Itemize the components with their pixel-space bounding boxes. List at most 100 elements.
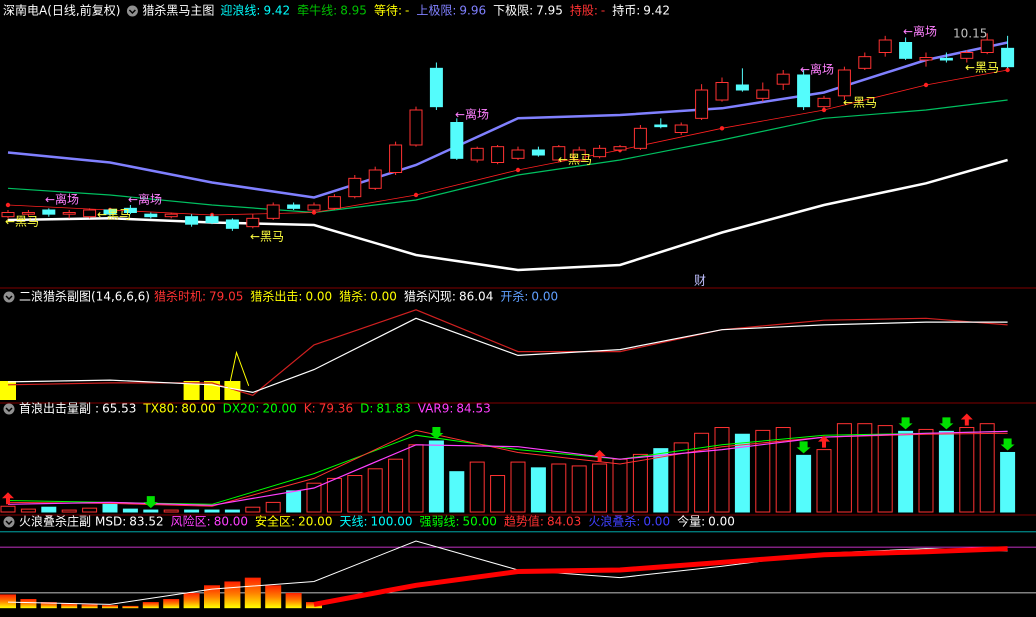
bar: [326, 477, 342, 513]
candle-body: [21, 212, 35, 215]
line-dot: [719, 126, 725, 131]
readout-label: 火浪叠杀:: [588, 514, 640, 529]
signal-arrow: [2, 492, 14, 505]
bar: [0, 505, 16, 513]
readout-value: 100.00: [371, 515, 413, 529]
candle-body: [83, 209, 97, 218]
annotation: ←黑马: [97, 208, 131, 222]
panel-icon: [3, 516, 15, 528]
candle-body: [164, 213, 178, 218]
readout-label: 风险区:: [171, 514, 211, 529]
bar: [143, 509, 159, 513]
candle-body: [225, 219, 239, 229]
bar: [61, 509, 77, 513]
candle-body: [246, 217, 260, 228]
candle-body: [654, 124, 668, 128]
bar: [184, 509, 200, 513]
readout-value: 84.53: [456, 402, 490, 416]
panel-icon: [126, 5, 138, 17]
bar: [285, 592, 302, 609]
annotation: ←离场: [128, 192, 162, 207]
bar: [102, 605, 118, 609]
readout-value: 80.00: [181, 402, 215, 416]
signal-arrow: [143, 496, 158, 509]
annotation: ←黑马: [965, 61, 999, 75]
candle-body: [552, 146, 566, 161]
signal-arrow: [593, 450, 606, 462]
readout-label: TX80:: [142, 402, 178, 416]
readout-label: 趋势值:: [504, 514, 544, 529]
bar: [510, 461, 526, 513]
bar: [224, 381, 241, 400]
bar: [367, 468, 383, 513]
signal-arrow: [939, 417, 954, 430]
line-dot: [413, 192, 419, 198]
candle-body: [878, 39, 892, 53]
bar: [959, 427, 975, 513]
bar: [979, 423, 995, 513]
candle-body: [511, 149, 525, 159]
bar: [142, 602, 159, 609]
bar: [877, 425, 893, 513]
bar: [265, 585, 282, 609]
candle-body: [307, 204, 321, 211]
bar: [0, 594, 16, 609]
chart-title: 首浪出击量副: [19, 401, 91, 416]
bar: [551, 463, 567, 513]
readout-value: 9.96: [459, 4, 486, 18]
line-series: [7, 309, 1008, 396]
candle-body: [144, 213, 158, 218]
bar: [694, 432, 710, 513]
candle-body: [980, 39, 994, 53]
bar: [183, 592, 200, 609]
readout-label: 开杀:: [500, 289, 528, 304]
bar: [81, 604, 98, 609]
panel-icon-mark: [5, 407, 13, 413]
candle-body: [470, 147, 484, 161]
candle-body: [42, 209, 56, 215]
readout-label: 强弱线:: [420, 515, 460, 529]
signal-arrow: [429, 426, 444, 439]
chart-title: 二浪猎杀副图(14,6,6,6): [19, 289, 150, 304]
line-series: [7, 430, 1008, 505]
annotation: ←离场: [800, 62, 834, 77]
candle-body: [450, 122, 464, 159]
bar: [714, 427, 730, 513]
bar: [41, 506, 57, 513]
panel-icon: [3, 291, 15, 303]
readout-label: 猎杀出击:: [250, 289, 302, 304]
candle-body: [919, 57, 933, 61]
candle-body: [593, 147, 607, 158]
readout-label: 天线:: [339, 515, 367, 529]
candle-body: [205, 216, 219, 224]
bar: [163, 509, 179, 513]
annotation: ←离场: [455, 107, 489, 122]
bar: [898, 430, 914, 513]
readout-label: 牵牛线:: [297, 3, 337, 18]
line-dot: [5, 202, 11, 208]
bar: [469, 461, 485, 513]
bar: [224, 581, 241, 609]
line-dot: [923, 82, 929, 88]
readout-label: 猎杀时机:: [154, 289, 206, 304]
annotation: ←离场: [903, 24, 937, 39]
bar: [388, 458, 404, 513]
readout-value: 84.03: [547, 515, 581, 529]
readout-value: -: [601, 4, 605, 18]
bar: [244, 577, 261, 609]
annotation: 财: [694, 274, 706, 288]
bar: [449, 471, 465, 513]
bar: [61, 603, 78, 609]
candle-body: [633, 127, 647, 149]
annotation: ←离场: [45, 192, 79, 207]
readout-value: 7.95: [536, 4, 563, 18]
readout-label: 等待:: [374, 4, 402, 18]
candle-body: [327, 196, 341, 209]
readout-value: 8.95: [340, 4, 367, 18]
bar: [122, 605, 139, 609]
candle-body: [185, 216, 199, 225]
candle-body: [1, 212, 15, 218]
bar: [204, 585, 220, 609]
